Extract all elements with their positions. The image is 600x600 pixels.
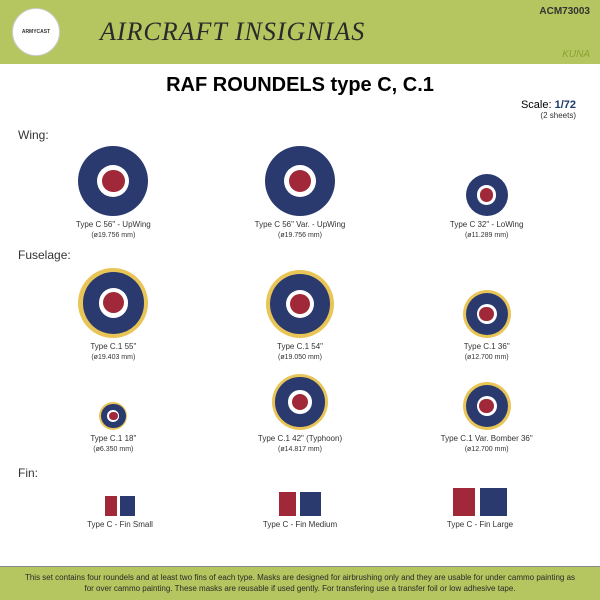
roundel-red <box>480 188 493 201</box>
roundel-red <box>109 412 117 420</box>
roundel-cell: Type C 56" - UpWing(ø19.756 mm) <box>20 146 207 240</box>
roundel-white <box>288 390 312 414</box>
roundel-white <box>107 410 119 422</box>
fin-red <box>279 492 296 516</box>
roundel-red <box>290 294 310 314</box>
roundel-yellow-ring <box>99 402 127 430</box>
roundel-yellow-ring <box>272 374 328 430</box>
fin-blue <box>480 488 507 516</box>
roundel-caption: Type C.1 18"(ø6.350 mm) <box>90 434 136 454</box>
section-fuselage-label: Fuselage: <box>0 244 600 264</box>
roundel-caption: Type C.1 42" (Typhoon)(ø14.817 mm) <box>258 434 342 454</box>
fin-flash <box>105 496 135 516</box>
watermark: KUNA <box>562 49 590 60</box>
roundel-blue <box>270 274 330 334</box>
roundel-cell: Type C.1 36"(ø12.700 mm) <box>393 290 580 362</box>
header-title: AIRCRAFT INSIGNIAS <box>100 17 365 47</box>
brand-logo: ARMYCAST <box>12 8 60 56</box>
roundel-white <box>97 165 129 197</box>
roundel-red <box>102 170 124 192</box>
section-fin-label: Fin: <box>0 462 600 482</box>
fin-blue <box>120 496 135 516</box>
scale-value: 1/72 <box>555 99 576 111</box>
footer-text: This set contains four roundels and at l… <box>0 566 600 600</box>
main-title: RAF ROUNDELS type C, C.1 <box>14 74 586 97</box>
roundel-blue <box>101 404 126 429</box>
fuselage-grid-2: Type C.1 18"(ø6.350 mm) Type C.1 42" (Typ… <box>0 370 600 462</box>
roundel-blue <box>265 146 335 216</box>
roundel-white <box>286 290 315 319</box>
sheets-label: (2 sheets) <box>14 111 586 120</box>
page: ARMYCAST AIRCRAFT INSIGNIAS ACM73003 KUN… <box>0 0 600 600</box>
fin-caption: Type C - Fin Small <box>87 520 153 530</box>
roundel-red <box>479 399 493 413</box>
roundel-cell: Type C.1 Var. Bomber 36"(ø12.700 mm) <box>393 382 580 454</box>
roundel-white <box>284 165 316 197</box>
scale-line: Scale: 1/72 <box>14 99 586 111</box>
fin-cell: Type C - Fin Medium <box>210 492 390 530</box>
roundel-yellow-ring <box>78 268 148 338</box>
section-wing-label: Wing: <box>0 124 600 144</box>
roundel-yellow-ring <box>463 290 511 338</box>
fin-flash <box>279 492 321 516</box>
roundel-cell: Type C 56" Var. - UpWing(ø19.756 mm) <box>207 146 394 240</box>
roundel-yellow-ring <box>266 270 334 338</box>
scale-label: Scale: <box>521 99 552 111</box>
roundel-cell: Type C.1 18"(ø6.350 mm) <box>20 402 207 454</box>
roundel-red <box>292 394 309 411</box>
roundel-cell: Type C.1 54"(ø19.050 mm) <box>207 270 394 362</box>
header: ARMYCAST AIRCRAFT INSIGNIAS ACM73003 KUN… <box>0 0 600 64</box>
wing-grid: Type C 56" - UpWing(ø19.756 mm) Type C 56… <box>0 144 600 244</box>
roundel-white <box>477 396 497 416</box>
roundel-caption: Type C.1 54"(ø19.050 mm) <box>277 342 323 362</box>
roundel-yellow-ring <box>463 382 511 430</box>
fin-red <box>105 496 117 516</box>
fin-cell: Type C - Fin Small <box>30 496 210 530</box>
roundel-caption: Type C 56" - UpWing(ø19.756 mm) <box>76 220 151 240</box>
roundel-cell: Type C.1 42" (Typhoon)(ø14.817 mm) <box>207 374 394 454</box>
roundel-caption: Type C 32" - LoWing(ø11.289 mm) <box>450 220 524 240</box>
fin-grid: Type C - Fin Small Type C - Fin Medium Typ… <box>0 482 600 540</box>
fin-blue <box>300 492 321 516</box>
roundel-caption: Type C 56" Var. - UpWing(ø19.756 mm) <box>255 220 346 240</box>
fin-caption: Type C - Fin Large <box>447 520 513 530</box>
roundel-blue <box>466 293 508 335</box>
roundel-blue <box>83 272 145 334</box>
roundel-blue <box>275 377 324 426</box>
logo-brand: ARMYCAST <box>22 29 50 35</box>
title-bar: RAF ROUNDELS type C, C.1 Scale: 1/72 (2 … <box>0 64 600 124</box>
roundel-white <box>99 288 128 317</box>
roundel-white <box>477 304 497 324</box>
roundel-red <box>289 170 311 192</box>
fin-cell: Type C - Fin Large <box>390 488 570 530</box>
fin-red <box>453 488 475 516</box>
roundel-blue <box>466 174 508 216</box>
fin-flash <box>453 488 507 516</box>
fuselage-grid-1: Type C.1 55"(ø19.403 mm) Type C.1 54"(ø19… <box>0 264 600 370</box>
roundel-cell: Type C.1 55"(ø19.403 mm) <box>20 268 207 362</box>
roundel-caption: Type C.1 Var. Bomber 36"(ø12.700 mm) <box>441 434 533 454</box>
roundel-red <box>479 307 493 321</box>
roundel-blue <box>78 146 148 216</box>
roundel-blue <box>466 385 508 427</box>
product-code: ACM73003 <box>539 6 590 17</box>
fin-caption: Type C - Fin Medium <box>263 520 337 530</box>
roundel-caption: Type C.1 55"(ø19.403 mm) <box>90 342 136 362</box>
roundel-red <box>103 292 124 313</box>
roundel-white <box>477 185 496 204</box>
roundel-caption: Type C.1 36"(ø12.700 mm) <box>464 342 510 362</box>
roundel-cell: Type C 32" - LoWing(ø11.289 mm) <box>393 174 580 240</box>
